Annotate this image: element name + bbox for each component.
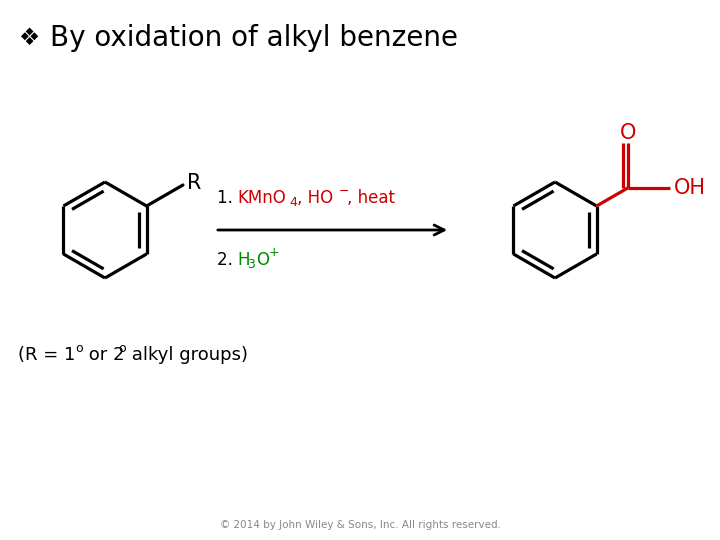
Text: , HO: , HO: [297, 189, 333, 207]
Text: alkyl groups): alkyl groups): [126, 346, 248, 364]
Text: , heat: , heat: [347, 189, 395, 207]
Text: +: +: [269, 246, 279, 260]
Text: © 2014 by John Wiley & Sons, Inc. All rights reserved.: © 2014 by John Wiley & Sons, Inc. All ri…: [220, 520, 500, 530]
Text: O: O: [619, 123, 636, 143]
Text: −: −: [339, 185, 349, 198]
Text: 3: 3: [247, 259, 255, 272]
Text: OH: OH: [674, 178, 706, 198]
Text: o: o: [118, 341, 125, 354]
Text: ❖: ❖: [18, 26, 39, 50]
Text: 4: 4: [289, 197, 297, 210]
Text: R: R: [187, 173, 202, 193]
Text: O: O: [256, 251, 269, 269]
Text: H: H: [237, 251, 250, 269]
Text: (R = 1: (R = 1: [18, 346, 76, 364]
Text: KMnO: KMnO: [237, 189, 286, 207]
Text: By oxidation of alkyl benzene: By oxidation of alkyl benzene: [50, 24, 458, 52]
Text: 1.: 1.: [217, 189, 238, 207]
Text: 2.: 2.: [217, 251, 238, 269]
Text: o: o: [75, 341, 83, 354]
Text: or 2: or 2: [83, 346, 125, 364]
